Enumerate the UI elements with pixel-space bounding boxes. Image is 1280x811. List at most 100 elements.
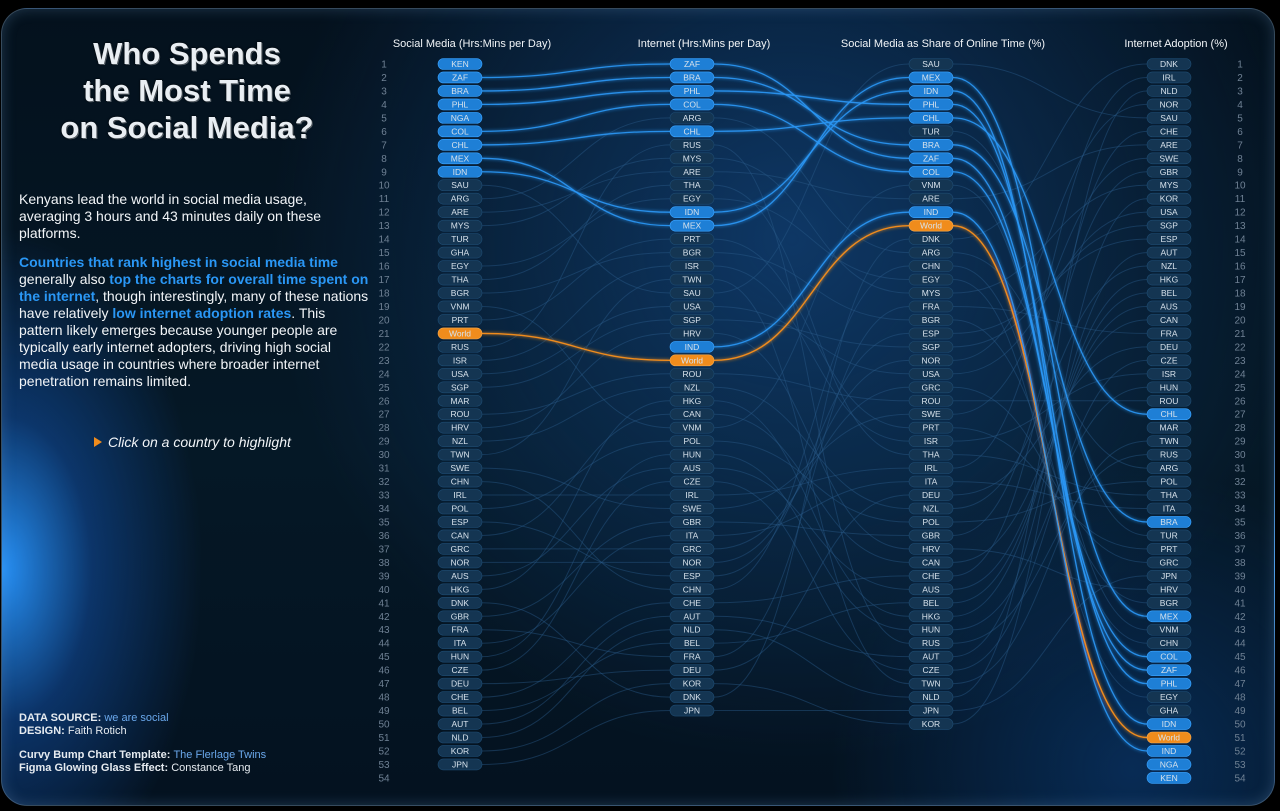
series-line-aus[interactable] — [481, 467, 671, 577]
country-label[interactable]: RUS — [451, 342, 469, 352]
country-pill-nor[interactable] — [437, 556, 483, 569]
country-pill-pol[interactable] — [908, 516, 954, 528]
country-label[interactable]: NLD — [1160, 86, 1177, 96]
country-pill-sgp[interactable] — [669, 314, 715, 326]
country-pill-jpn[interactable] — [437, 758, 483, 771]
country-label[interactable]: NLD — [451, 733, 468, 743]
country-pill-sau[interactable] — [437, 179, 483, 192]
country-pill-hun[interactable] — [669, 448, 715, 461]
series-line-are[interactable] — [952, 144, 1148, 200]
country-label[interactable]: World — [449, 328, 471, 338]
country-pill-aus[interactable] — [1146, 300, 1192, 313]
series-line-irl[interactable] — [952, 76, 1148, 469]
country-pill-gbr[interactable] — [1146, 165, 1192, 178]
country-pill-bgr[interactable] — [1146, 596, 1192, 609]
country-pill-phl[interactable] — [669, 85, 715, 97]
country-label[interactable]: CHN — [1160, 638, 1178, 648]
series-line-sgp[interactable] — [481, 319, 671, 388]
series-line-nld[interactable] — [481, 629, 671, 738]
series-line-phl[interactable] — [952, 103, 1148, 685]
country-label[interactable]: ZAF — [923, 153, 939, 163]
country-pill-hkg[interactable] — [437, 583, 483, 596]
series-line-bra[interactable] — [481, 76, 671, 92]
country-label[interactable]: TWN — [1159, 436, 1178, 446]
country-pill-swe[interactable] — [437, 462, 483, 474]
country-pill-egy[interactable] — [669, 192, 715, 205]
series-line-che[interactable] — [481, 602, 671, 698]
country-label[interactable]: HUN — [451, 652, 469, 662]
country-label[interactable]: VNM — [451, 301, 470, 311]
country-label[interactable]: ESP — [683, 571, 700, 581]
country-pill-kor[interactable] — [437, 745, 483, 757]
country-label[interactable]: SWE — [1159, 153, 1179, 163]
country-label[interactable]: HRV — [683, 328, 701, 338]
country-pill-col[interactable] — [669, 98, 715, 111]
country-label[interactable]: GHA — [451, 248, 470, 258]
country-pill-dnk[interactable] — [437, 596, 483, 609]
country-pill-arg[interactable] — [669, 112, 715, 124]
country-label[interactable]: MEX — [451, 153, 470, 163]
series-line-grc[interactable] — [713, 386, 910, 550]
series-line-arg[interactable] — [713, 117, 910, 254]
country-label[interactable]: RUS — [1160, 450, 1178, 460]
series-line-usa[interactable] — [481, 305, 671, 375]
country-label[interactable]: ESP — [922, 328, 939, 338]
country-label[interactable]: KOR — [451, 746, 469, 756]
country-label[interactable]: POL — [451, 504, 468, 514]
country-pill-ita[interactable] — [1146, 502, 1192, 515]
country-pill-ken[interactable] — [437, 58, 483, 70]
country-pill-irl[interactable] — [908, 462, 954, 474]
country-label[interactable]: EGY — [451, 261, 469, 271]
country-pill-ita[interactable] — [908, 475, 954, 488]
country-pill-hun[interactable] — [437, 650, 483, 663]
country-label[interactable]: RUS — [922, 638, 940, 648]
country-label[interactable]: ARG — [922, 248, 940, 258]
series-line-chl[interactable] — [481, 130, 671, 146]
country-label[interactable]: GHA — [1160, 706, 1179, 716]
country-label[interactable]: TWN — [921, 679, 940, 689]
series-line-aut[interactable] — [952, 252, 1148, 658]
country-label[interactable]: World — [681, 355, 703, 365]
series-line-ind[interactable] — [713, 211, 910, 348]
country-pill-nor[interactable] — [1146, 98, 1192, 111]
country-pill-nzl[interactable] — [1146, 260, 1192, 272]
country-label[interactable]: GRC — [922, 382, 941, 392]
country-label[interactable]: FRA — [923, 301, 940, 311]
series-line-bgr[interactable] — [481, 252, 671, 294]
country-label[interactable]: SGP — [683, 315, 701, 325]
country-label[interactable]: ARE — [1160, 140, 1178, 150]
series-line-vnm[interactable] — [713, 184, 910, 429]
country-pill-fra[interactable] — [669, 650, 715, 663]
country-pill-arg[interactable] — [908, 246, 954, 259]
country-label[interactable]: ESP — [451, 517, 468, 527]
country-pill-rus[interactable] — [908, 637, 954, 650]
source-link[interactable]: we are social — [104, 712, 169, 724]
country-label[interactable]: PRT — [1161, 544, 1178, 554]
country-pill-egy[interactable] — [437, 260, 483, 272]
country-pill-hrv[interactable] — [908, 543, 954, 555]
country-label[interactable]: NOR — [451, 557, 470, 567]
country-label[interactable]: GBR — [451, 611, 469, 621]
country-label[interactable]: ISR — [1162, 369, 1176, 379]
country-label[interactable]: NOR — [922, 355, 941, 365]
series-line-swe[interactable] — [952, 157, 1148, 415]
series-line-mys[interactable] — [952, 184, 1148, 294]
country-pill-isr[interactable] — [1146, 368, 1192, 380]
series-line-ita[interactable] — [481, 534, 671, 644]
series-line-pol[interactable] — [952, 481, 1148, 523]
country-pill-nor[interactable] — [908, 354, 954, 367]
series-line-hrv[interactable] — [713, 332, 910, 550]
series-line-nld[interactable] — [713, 629, 910, 698]
country-pill-chl[interactable] — [669, 125, 715, 138]
country-label[interactable]: MAR — [1160, 423, 1179, 433]
series-line-sgp[interactable] — [952, 225, 1148, 348]
country-pill-idn[interactable] — [1146, 718, 1192, 730]
country-pill-hun[interactable] — [1146, 381, 1192, 394]
country-label[interactable]: POL — [1160, 477, 1177, 487]
country-pill-hrv[interactable] — [669, 327, 715, 340]
country-label[interactable]: TUR — [451, 234, 468, 244]
country-pill-che[interactable] — [908, 570, 954, 582]
country-pill-cze[interactable] — [908, 664, 954, 676]
series-line-bel[interactable] — [481, 642, 671, 712]
series-line-kor[interactable] — [713, 683, 910, 725]
